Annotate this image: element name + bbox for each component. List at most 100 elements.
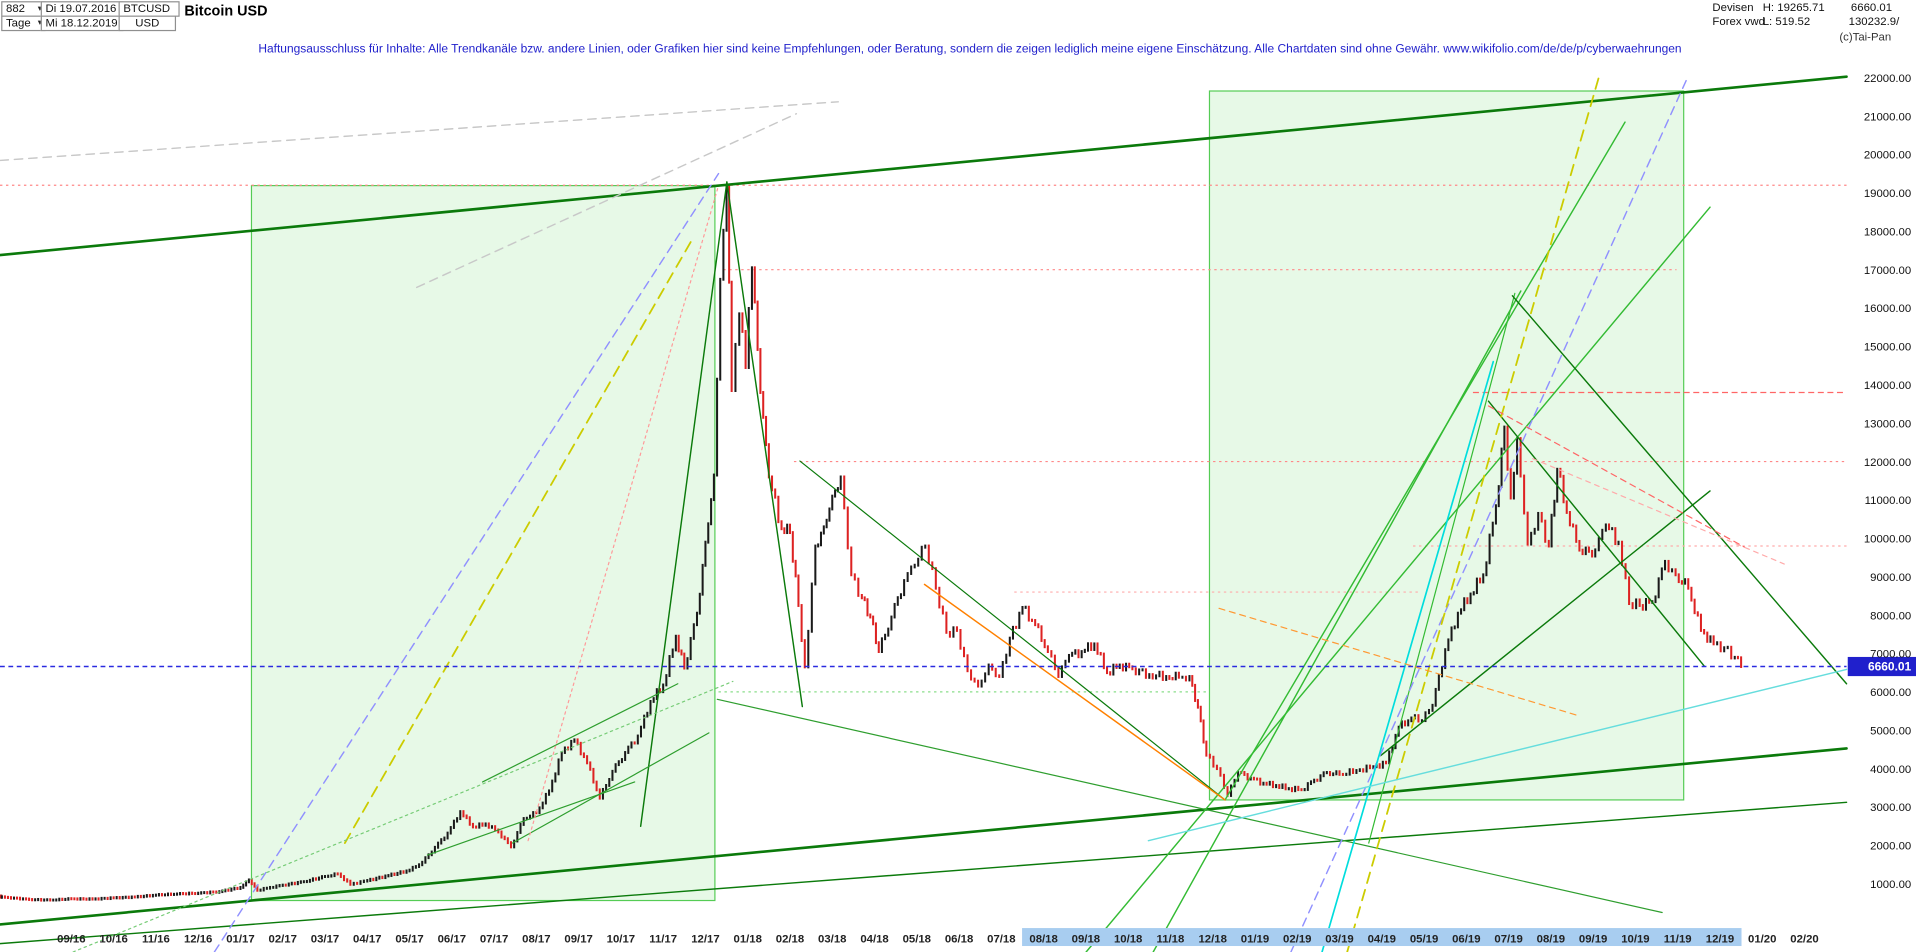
price-axis-label: 2000.00 <box>1870 841 1911 853</box>
end-date-field[interactable]: Mi 18.12.2019 <box>40 15 124 32</box>
trendline <box>1290 74 1690 952</box>
trendline <box>0 747 1848 926</box>
time-axis-label: 07/19 <box>1494 933 1522 945</box>
time-axis-label: 12/17 <box>691 933 719 945</box>
trendline <box>343 238 694 844</box>
chevron-down-icon: ▾ <box>38 17 42 30</box>
price-axis-label: 10000.00 <box>1864 534 1911 546</box>
instrument-title: Bitcoin USD <box>184 2 268 20</box>
time-axis-highlight <box>1022 928 1742 947</box>
symbol-value: BTCUSD <box>123 2 171 16</box>
time-axis-label: 11/16 <box>142 933 170 945</box>
time-axis-label: 02/18 <box>776 933 804 945</box>
price-axis-label: 13000.00 <box>1864 418 1911 430</box>
trendline <box>1085 206 1711 952</box>
price-axis-label: 3000.00 <box>1870 802 1911 814</box>
trendline <box>426 781 636 856</box>
trendline <box>1224 121 1626 801</box>
start-date-value: Di 19.07.2016 <box>45 2 117 16</box>
time-axis-label: 01/19 <box>1241 933 1269 945</box>
data-source-label: Forex vwd <box>1712 15 1765 29</box>
time-axis-label: 05/18 <box>903 933 931 945</box>
copyright-watermark: (c)Tai-Pan <box>1839 31 1892 45</box>
chevron-down-icon: ▾ <box>38 2 42 15</box>
trendline <box>527 185 720 842</box>
trendline <box>213 172 720 952</box>
trendline <box>1218 607 1577 716</box>
price-axis-label: 5000.00 <box>1870 725 1911 737</box>
time-axis-label: 09/18 <box>1072 933 1100 945</box>
time-axis-label: 08/18 <box>1029 933 1057 945</box>
price-axis-label: 6000.00 <box>1870 687 1911 699</box>
price-axis-label: 11000.00 <box>1865 495 1912 507</box>
time-axis-label: 04/19 <box>1368 933 1396 945</box>
bars-count-dropdown[interactable]: 882 ▾ <box>1 1 46 17</box>
time-axis-label: 02/20 <box>1790 933 1818 945</box>
price-axis-label: 16000.00 <box>1864 303 1911 315</box>
candlestick-series <box>0 183 1743 902</box>
end-date-value: Mi 18.12.2019 <box>45 16 118 30</box>
disclaimer-text: Haftungsausschluss für Inhalte: Alle Tre… <box>258 43 1682 57</box>
trendline <box>799 460 1226 801</box>
price-axis-label: 9000.00 <box>1870 572 1911 584</box>
time-axis-label: 04/17 <box>353 933 381 945</box>
current-price-tag-value: 6660.01 <box>1868 660 1912 674</box>
high-value: H: 19265.71 <box>1762 1 1825 15</box>
trendline <box>481 683 679 783</box>
time-axis-label: 10/17 <box>607 933 635 945</box>
time-axis-label: 10/18 <box>1114 933 1142 945</box>
current-price-tag <box>1847 656 1916 677</box>
start-date-field[interactable]: Di 19.07.2016 <box>40 1 124 17</box>
time-axis-label: 01/20 <box>1748 933 1776 945</box>
bars-count-value: 882 <box>5 2 25 16</box>
time-axis-label: 11/19 <box>1664 933 1692 945</box>
time-axis-label: 05/17 <box>395 933 423 945</box>
time-axis-label: 12/19 <box>1706 933 1734 945</box>
time-axis-label: 01/17 <box>226 933 254 945</box>
trendline <box>0 75 1848 257</box>
time-axis-label: 02/17 <box>269 933 297 945</box>
price-axis-label: 8000.00 <box>1870 610 1911 622</box>
price-axis-label: 18000.00 <box>1864 226 1911 238</box>
time-axis-label: 06/17 <box>438 933 466 945</box>
turnover-value: 130232.9/ <box>1848 15 1900 29</box>
price-axis-label: 15000.00 <box>1864 342 1911 354</box>
time-axis-label: 01/18 <box>734 933 762 945</box>
price-axis-label: 7000.00 <box>1870 649 1911 661</box>
time-axis-label: 03/17 <box>311 933 339 945</box>
trendline <box>1147 668 1848 842</box>
time-axis-label: 12/18 <box>1198 933 1226 945</box>
time-axis-label: 11/18 <box>1157 933 1185 945</box>
trendline <box>511 732 710 844</box>
category-label: Devisen <box>1712 1 1754 15</box>
trendline <box>0 101 839 162</box>
trendline <box>1368 292 1516 844</box>
time-axis-label: 10/19 <box>1621 933 1649 945</box>
trendline <box>1511 295 1848 685</box>
trendline <box>0 801 1848 945</box>
time-axis-label: 09/17 <box>564 933 592 945</box>
toolbar: 882 ▾ Tage ▾ Di 19.07.2016 Mi 18.12.2019 B… <box>0 0 1916 32</box>
trendline <box>1321 360 1495 952</box>
time-axis-label: 11/17 <box>649 933 677 945</box>
time-axis-label: 08/17 <box>522 933 550 945</box>
trendline <box>416 113 798 289</box>
low-value: L: 519.52 <box>1762 15 1811 29</box>
time-axis-label: 05/19 <box>1410 933 1438 945</box>
trendline <box>639 181 728 827</box>
price-axis-label: 22000.00 <box>1864 73 1911 85</box>
time-axis-label: 07/18 <box>987 933 1015 945</box>
price-axis-label: 17000.00 <box>1864 265 1911 277</box>
currency-label: USD <box>118 15 177 32</box>
timeframe-dropdown[interactable]: Tage ▾ <box>1 15 46 32</box>
time-axis-label: 07/17 <box>480 933 508 945</box>
last-price-top: 6660.01 <box>1850 1 1893 15</box>
trendline <box>1487 405 1746 548</box>
time-axis-label: 06/19 <box>1452 933 1480 945</box>
trendline <box>72 680 734 952</box>
symbol-field[interactable]: BTCUSD <box>118 1 180 17</box>
trendline <box>1532 458 1785 565</box>
time-axis-label: 09/16 <box>57 933 85 945</box>
